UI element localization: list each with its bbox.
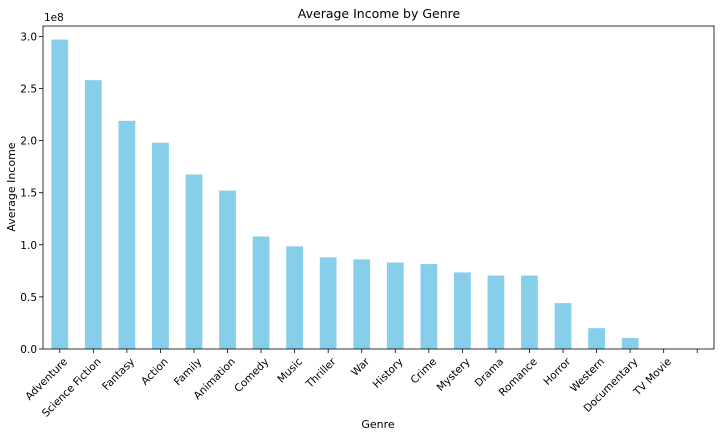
y-tick-label: 1.5 [20,188,37,200]
y-tick-label: 1.0 [20,240,37,252]
y-axis-label: Average Income [5,142,18,231]
bar-fantasy [118,120,136,349]
x-tick-label: Mystery [435,356,473,394]
bar-documentary [621,338,639,349]
bar-romance [521,275,538,349]
x-tick-label: Music [275,356,305,386]
y-tick-label: 3.0 [20,31,37,43]
bar-comedy [252,236,270,349]
bar-mystery [453,272,471,349]
x-tick-label: Horror [541,355,574,388]
x-tick-label: Thriller [303,355,339,391]
x-tick-label: Action [139,356,171,388]
bar-animation [219,190,236,349]
y-tick-label: 2.5 [20,84,37,96]
x-tick-label: Crime [409,356,440,387]
y-tick-label: 2.0 [20,136,37,148]
plot-frame [42,25,715,350]
y-tick-label: 0.0 [20,344,37,356]
bar-war [353,259,371,349]
chart-title: Average Income by Genre [298,6,461,21]
y-tick-label: 0.5 [20,292,37,304]
bar-drama [487,275,505,349]
x-tick-label: War [349,355,372,378]
x-tick-label: History [371,356,406,391]
x-tick-label: Fantasy [100,356,137,393]
bar-science-fiction [84,80,102,349]
bar-adventure [51,39,69,349]
x-tick-label: Comedy [232,356,271,395]
y-ticks-group: 0.0 0.5 1.0 1.5 2.0 2.5 3.0 [20,31,43,356]
bar-western [588,328,605,349]
bar-action [152,142,169,349]
x-tick-label: Science Fiction [40,356,104,420]
bar-music [286,246,304,349]
bar-crime [420,264,438,349]
x-tick-label: Drama [473,356,507,390]
bar-thriller [319,257,337,349]
x-tick-label: Family [172,356,204,388]
bar-horror [554,303,572,349]
bars-group [51,39,639,349]
bar-family [185,174,203,349]
bar-history [386,262,404,349]
y-offset-label: 1e8 [44,12,64,24]
x-axis-label: Genre [361,418,395,431]
